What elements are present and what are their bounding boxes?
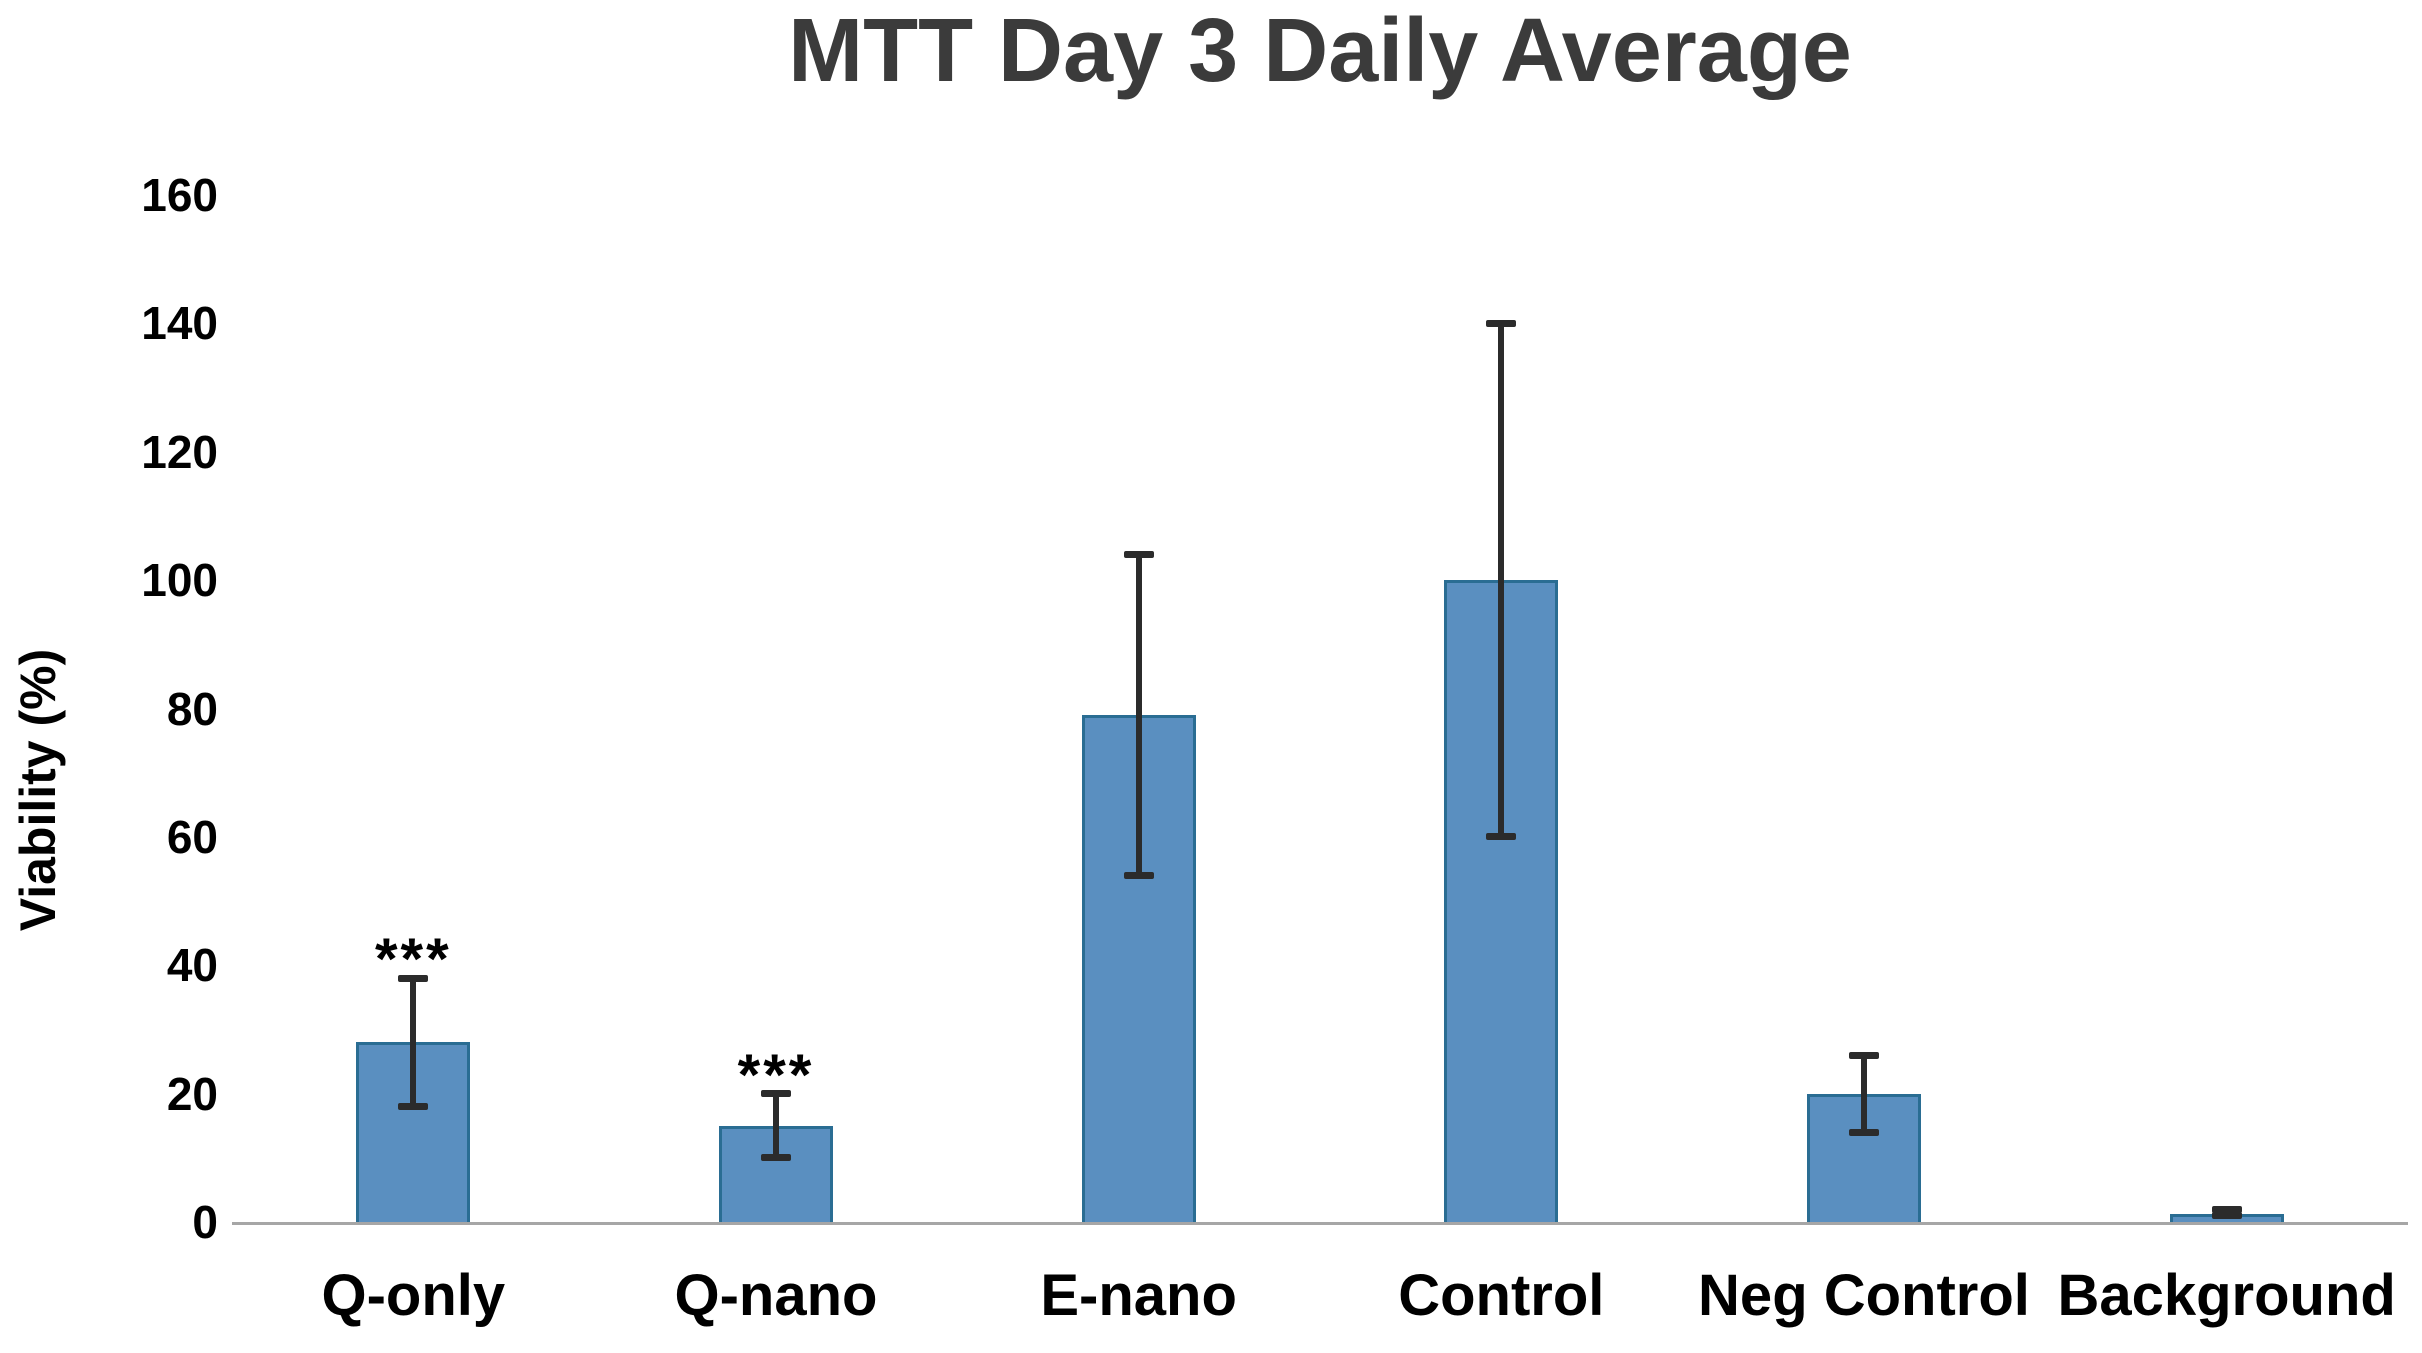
y-tick-label-40: 40 (166, 939, 218, 992)
error-cap-bottom-background (2211, 1212, 2242, 1220)
error-cap-bottom-neg-control (1848, 1128, 1879, 1136)
y-tick-label-0: 0 (192, 1196, 218, 1248)
error-bar-neg-control (1860, 1055, 1867, 1133)
y-tick-label-60: 60 (166, 810, 218, 863)
bar-group-q-only: *** (232, 195, 595, 1222)
error-cap-top-q-nano (760, 1090, 791, 1098)
error-cap-bottom-q-nano (760, 1154, 791, 1162)
bar-group-background (2045, 195, 2408, 1222)
significance-stars-q-nano: *** (737, 1042, 815, 1108)
chart-title: MTT Day 3 Daily Average (788, 1, 1852, 101)
x-category-label-control: Control (1398, 1263, 1605, 1328)
error-cap-bottom-control (1486, 833, 1517, 841)
bar-group-control (1320, 195, 1683, 1222)
y-tick-label-20: 20 (166, 1067, 218, 1120)
bar-group-e-nano (957, 195, 1320, 1222)
x-category-label-background: Background (2057, 1263, 2396, 1328)
x-category-label-e-nano: E-nano (1040, 1263, 1237, 1328)
y-tick-label-120: 120 (141, 425, 218, 478)
y-axis-ticks: 0 20 40 60 80 100 120 140 160 (0, 169, 218, 1248)
error-cap-top-neg-control (1848, 1051, 1879, 1059)
significance-stars-q-only: *** (374, 927, 452, 993)
error-bar-q-nano (772, 1093, 779, 1158)
error-cap-top-control (1486, 319, 1517, 327)
x-category-label-neg-control: Neg Control (1698, 1263, 2030, 1328)
bar-group-neg-control (1683, 195, 2046, 1222)
error-bar-q-only (410, 978, 417, 1107)
error-bar-e-nano (1135, 554, 1142, 876)
bar-group-q-nano: *** (595, 195, 958, 1222)
plot-area: *** *** (232, 195, 2408, 1225)
y-tick-label-160: 160 (141, 169, 218, 221)
error-cap-bottom-e-nano (1123, 871, 1154, 879)
y-tick-label-100: 100 (141, 554, 218, 607)
error-bar-control (1498, 323, 1505, 837)
x-category-label-q-only: Q-only (321, 1263, 506, 1328)
error-cap-top-e-nano (1123, 550, 1154, 558)
error-cap-top-background (2211, 1205, 2242, 1213)
x-category-label-q-nano: Q-nano (674, 1263, 878, 1328)
error-cap-bottom-q-only (398, 1102, 429, 1110)
error-cap-top-q-only (398, 974, 429, 982)
y-tick-label-80: 80 (166, 682, 218, 735)
x-axis-labels: Q-only Q-nano E-nano Control Neg Control Back… (232, 1262, 2408, 1352)
y-tick-label-140: 140 (141, 297, 218, 350)
